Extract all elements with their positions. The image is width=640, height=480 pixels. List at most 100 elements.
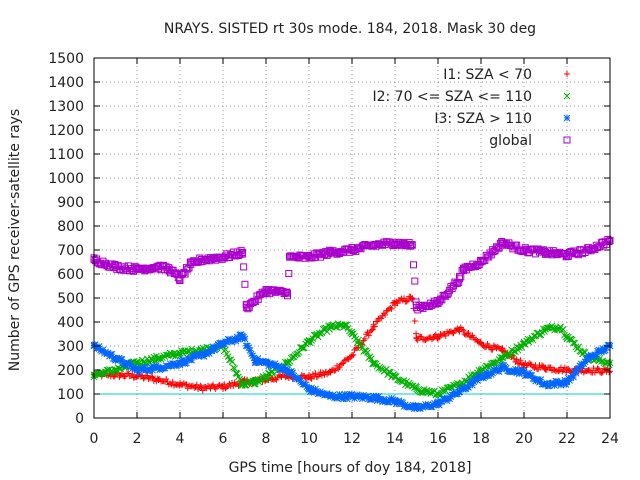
data-point-sample: [145, 367, 152, 374]
data-point-sample: [143, 366, 151, 374]
data-point-sample: [355, 336, 362, 344]
data-point-sample: [194, 352, 202, 360]
data-point-sample: [462, 385, 470, 393]
data-point-sample: [478, 339, 484, 346]
data-point-sample: [395, 397, 403, 404]
data-point-sample: [341, 390, 349, 398]
data-point-sample: [566, 377, 573, 384]
y-tick-label: 100: [57, 387, 84, 403]
data-point-sample: [232, 369, 240, 377]
x-tick-label: 22: [558, 431, 576, 447]
data-point-sample: [432, 401, 440, 409]
data-point-sample: [364, 349, 371, 356]
x-tick-label: 12: [343, 431, 361, 447]
data-point-sample: [207, 385, 214, 392]
data-point-sample: [490, 359, 498, 367]
ticks-layer: 0100200300400500600700800900100011001200…: [48, 51, 619, 447]
data-point-sample: [270, 371, 278, 378]
data-point-sample: [312, 370, 319, 377]
data-point-sample: [598, 370, 605, 377]
data-point-sample: [529, 336, 537, 344]
data-point-sample: [465, 329, 472, 336]
data-point-sample: [211, 346, 218, 354]
data-point-sample: [459, 326, 466, 333]
data-point-sample: [94, 370, 102, 378]
data-point-sample: [462, 378, 470, 385]
data-point-sample: [470, 371, 478, 379]
legend-marker: [563, 92, 571, 100]
y-tick-label: 1100: [48, 147, 84, 163]
data-point-sample: [448, 391, 456, 399]
data-point-sample: [169, 378, 176, 385]
data-point-sample: [284, 292, 291, 300]
data-point-sample: [195, 386, 202, 392]
data-point-sample: [148, 373, 155, 380]
data-point-sample: [464, 330, 471, 337]
data-point-sample: [605, 341, 613, 349]
data-point-sample: [562, 381, 570, 389]
data-point-sample: [348, 390, 356, 398]
data-point-sample: [308, 384, 315, 392]
data-point-sample: [232, 337, 240, 345]
data-point-sample: [317, 369, 324, 376]
data-point-sample: [378, 315, 385, 322]
data-point-sample: [581, 358, 589, 366]
data-point-sample: [183, 359, 190, 367]
x-tick-label: 10: [300, 431, 318, 447]
y-tick-label: 400: [57, 315, 84, 331]
data-point-sample: [485, 372, 493, 380]
data-point-sample: [575, 343, 582, 351]
data-point-sample: [341, 357, 348, 364]
data-point-sample: [230, 382, 237, 389]
data-point-sample: [250, 380, 258, 388]
data-point-sample: [592, 352, 600, 360]
data-point-sample: [208, 347, 216, 355]
data-point-sample: [188, 345, 195, 353]
data-point-sample: [387, 304, 394, 311]
data-point-sample: [188, 356, 195, 364]
data-point-sample: [565, 366, 572, 373]
data-point-sample: [490, 342, 497, 349]
data-point-sample: [336, 390, 343, 398]
data-point-sample: [223, 384, 230, 391]
data-point-sample: [418, 333, 425, 340]
data-point-sample: [437, 391, 444, 399]
data-point-sample: [180, 356, 188, 364]
data-point-sample: [294, 373, 302, 381]
series-3: [90, 235, 614, 314]
data-point-sample: [539, 362, 546, 369]
data-point-sample: [499, 345, 506, 352]
data-point-sample: [571, 367, 579, 375]
x-tick-label: 24: [601, 431, 619, 447]
data-point-sample: [485, 343, 492, 350]
data-point-sample: [474, 377, 481, 384]
data-point-sample: [469, 381, 476, 389]
data-point-sample: [342, 321, 349, 328]
data-point-sample: [134, 369, 142, 376]
data-point-sample: [310, 389, 318, 396]
data-point-sample: [409, 401, 417, 409]
data-point-sample: [414, 337, 421, 344]
data-point-sample: [263, 359, 271, 366]
data-point-sample: [411, 277, 419, 285]
y-tick-label: 900: [57, 195, 84, 211]
y-tick-label: 300: [57, 339, 84, 355]
x-tick-label: 18: [472, 431, 490, 447]
data-point-sample: [204, 348, 212, 355]
data-point-sample: [417, 405, 424, 412]
data-point-sample: [411, 318, 418, 325]
data-point-sample: [489, 346, 496, 353]
data-point-sample: [118, 356, 126, 363]
data-point-sample: [510, 348, 518, 355]
data-point-sample: [103, 366, 111, 374]
data-point-sample: [511, 355, 518, 362]
data-point-sample: [162, 351, 170, 359]
data-point-sample: [470, 378, 478, 386]
data-point-sample: [249, 352, 257, 360]
data-point-sample: [379, 312, 386, 319]
y-tick-label: 500: [57, 291, 84, 307]
data-point-sample: [394, 300, 401, 307]
x-tick-label: 0: [90, 431, 99, 447]
